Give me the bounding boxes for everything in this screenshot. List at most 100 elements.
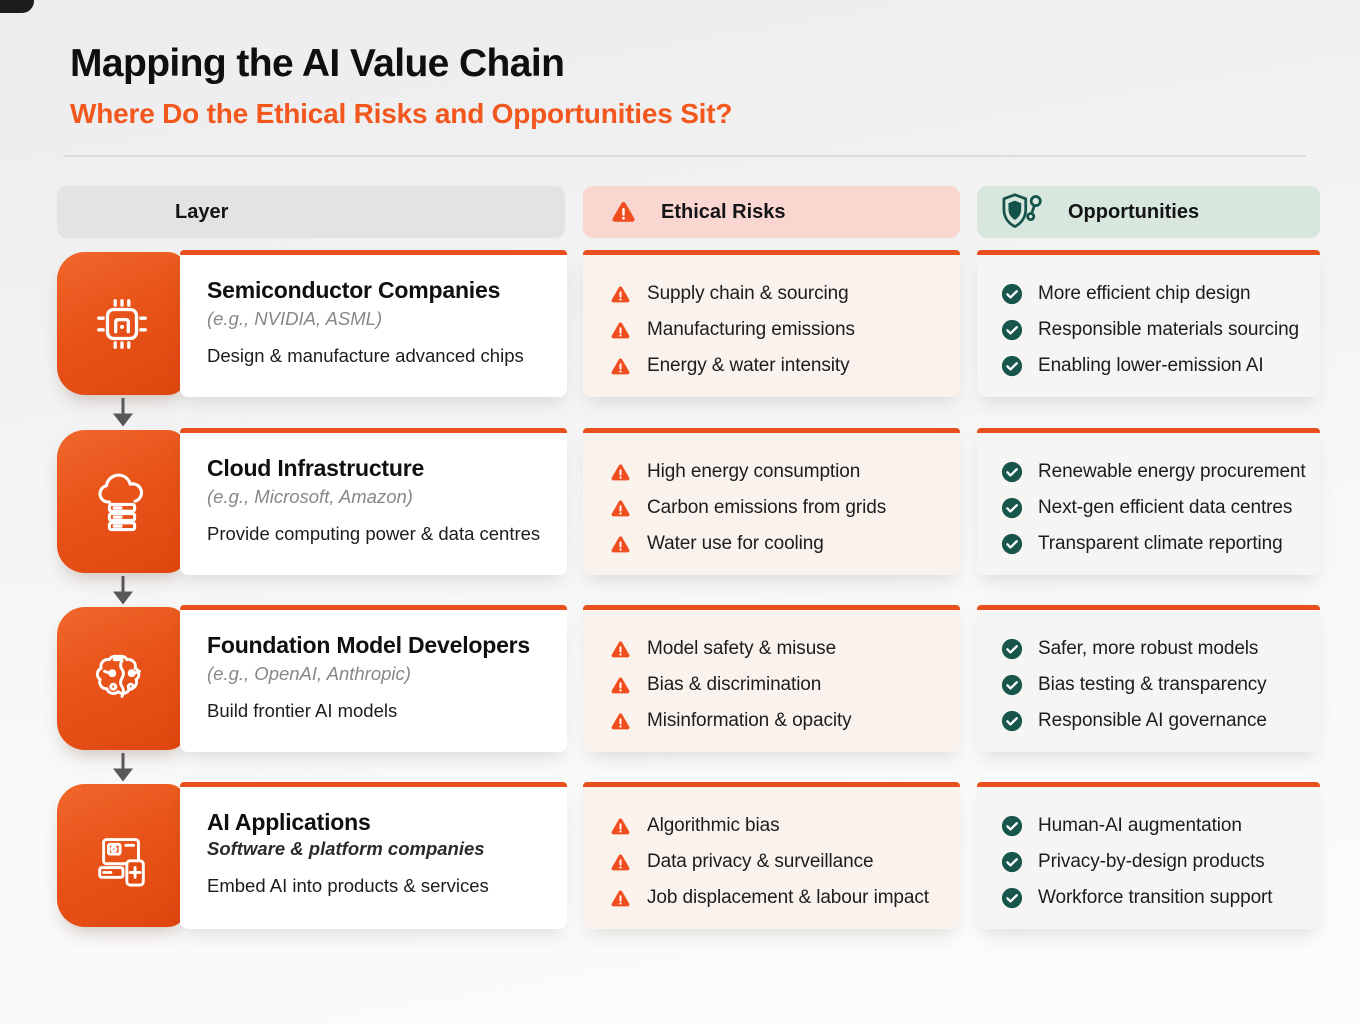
opportunity-label: Transparent climate reporting: [1038, 533, 1283, 554]
risks-header-label: Ethical Risks: [661, 200, 786, 223]
opportunity-label: Enabling lower-emission AI: [1038, 355, 1264, 376]
opportunity-item: Workforce transition support: [977, 880, 1320, 916]
opportunity-label: Responsible materials sourcing: [1038, 319, 1300, 340]
layer-icon-box: [57, 607, 186, 750]
opportunity-item: Enabling lower-emission AI: [977, 348, 1320, 384]
risk-item: Model safety & misuse: [583, 631, 960, 667]
opportunity-item: Responsible materials sourcing: [977, 312, 1320, 348]
warning-triangle-icon: [610, 534, 631, 555]
down-arrow-icon: [110, 753, 136, 782]
risk-label: Supply chain & sourcing: [647, 283, 849, 304]
warning-triangle-icon: [610, 199, 637, 225]
layer-card: Semiconductor Companies (e.g., NVIDIA, A…: [180, 250, 567, 397]
opportunities-header-label: Opportunities: [1068, 200, 1200, 223]
check-circle-icon: [1001, 533, 1023, 555]
warning-triangle-icon: [610, 816, 631, 837]
value-chain-row-semiconductors: Semiconductor Companies (e.g., NVIDIA, A…: [0, 250, 1360, 397]
warning-triangle-icon: [610, 639, 631, 660]
corner-decoration: [0, 0, 34, 13]
check-circle-icon: [1001, 461, 1023, 483]
opportunity-label: Human-AI augmentation: [1038, 815, 1242, 836]
check-circle-icon: [1001, 319, 1023, 341]
risk-item: High energy consumption: [583, 454, 960, 490]
opportunity-label: More efficient chip design: [1038, 283, 1251, 304]
warning-triangle-icon: [610, 711, 631, 732]
risk-item: Data privacy & surveillance: [583, 844, 960, 880]
risk-label: High energy consumption: [647, 461, 861, 482]
opportunity-label: Next-gen efficient data centres: [1038, 497, 1293, 518]
warning-triangle-icon: [610, 356, 631, 377]
opportunity-label: Privacy-by-design products: [1038, 851, 1265, 872]
layer-description: Design & manufacture advanced chips: [207, 345, 524, 366]
layer-card: AI Applications Software & platform comp…: [180, 782, 567, 929]
opportunity-item: Human-AI augmentation: [977, 808, 1320, 844]
opportunity-label: Responsible AI governance: [1038, 710, 1267, 731]
opportunity-item: Bias testing & transparency: [977, 667, 1320, 703]
opportunities-card: Human-AI augmentation Privacy-by-design …: [977, 782, 1320, 929]
layer-icon-box: [57, 430, 186, 573]
down-arrow-icon: [110, 576, 136, 605]
value-chain-row-foundation-models: Foundation Model Developers (e.g., OpenA…: [0, 605, 1360, 752]
risk-label: Misinformation & opacity: [647, 710, 852, 731]
risk-label: Water use for cooling: [647, 533, 824, 554]
opportunity-label: Renewable energy procurement: [1038, 461, 1306, 482]
risks-card: Supply chain & sourcing Manufacturing em…: [583, 250, 960, 397]
check-circle-icon: [1001, 638, 1023, 660]
risk-label: Data privacy & surveillance: [647, 851, 874, 872]
value-chain-row-cloud: Cloud Infrastructure (e.g., Microsoft, A…: [0, 428, 1360, 575]
risk-label: Algorithmic bias: [647, 815, 780, 836]
risk-item: Water use for cooling: [583, 526, 960, 562]
column-header-ethical-risks: Ethical Risks: [583, 186, 960, 238]
check-circle-icon: [1001, 674, 1023, 696]
risks-card: High energy consumption Carbon emissions…: [583, 428, 960, 575]
layer-description: Embed AI into products & services: [207, 875, 489, 896]
opportunity-item: Next-gen efficient data centres: [977, 490, 1320, 526]
opportunity-item: Responsible AI governance: [977, 703, 1320, 739]
layer-description: Provide computing power & data centres: [207, 523, 541, 544]
warning-triangle-icon: [610, 320, 631, 341]
opportunity-label: Bias testing & transparency: [1038, 674, 1267, 695]
layer-card: Cloud Infrastructure (e.g., Microsoft, A…: [180, 428, 567, 575]
column-header-layer: Layer: [57, 186, 565, 238]
layer-title: AI Applications: [207, 809, 371, 835]
warning-triangle-icon: [610, 675, 631, 696]
value-chain-row-ai-applications: AI Applications Software & platform comp…: [0, 782, 1360, 929]
opportunity-item: Transparent climate reporting: [977, 526, 1320, 562]
layer-header-label: Layer: [175, 200, 229, 223]
risks-card: Model safety & misuse Bias & discriminat…: [583, 605, 960, 752]
risk-item: Carbon emissions from grids: [583, 490, 960, 526]
warning-triangle-icon: [610, 852, 631, 873]
opportunities-card: Renewable energy procurement Next-gen ef…: [977, 428, 1320, 575]
layer-icon-box: [57, 252, 186, 395]
opportunities-card: More efficient chip design Responsible m…: [977, 250, 1320, 397]
layer-title: Foundation Model Developers: [207, 632, 531, 658]
opportunity-item: More efficient chip design: [977, 276, 1320, 312]
check-circle-icon: [1001, 710, 1023, 732]
check-circle-icon: [1001, 355, 1023, 377]
layer-title: Semiconductor Companies: [207, 277, 501, 303]
opportunity-label: Workforce transition support: [1038, 887, 1273, 908]
risk-item: Algorithmic bias: [583, 808, 960, 844]
layer-card: Foundation Model Developers (e.g., OpenA…: [180, 605, 567, 752]
risk-label: Job displacement & labour impact: [647, 887, 929, 908]
warning-triangle-icon: [610, 284, 631, 305]
opportunity-item: Renewable energy procurement: [977, 454, 1320, 490]
risk-label: Energy & water intensity: [647, 355, 850, 376]
risk-item: Misinformation & opacity: [583, 703, 960, 739]
risks-card: Algorithmic bias Data privacy & surveill…: [583, 782, 960, 929]
cloud-server-icon: [91, 471, 153, 533]
opportunity-item: Safer, more robust models: [977, 631, 1320, 667]
layer-example: Software & platform companies: [207, 838, 485, 859]
warning-triangle-icon: [610, 888, 631, 909]
risk-item: Energy & water intensity: [583, 348, 960, 384]
risk-label: Model safety & misuse: [647, 638, 837, 659]
risk-label: Manufacturing emissions: [647, 319, 855, 340]
opportunities-card: Safer, more robust models Bias testing &…: [977, 605, 1320, 752]
warning-triangle-icon: [610, 462, 631, 483]
brain-icon: [91, 648, 153, 710]
page-title: Mapping the AI Value Chain: [70, 42, 565, 85]
chip-icon: [91, 293, 153, 355]
down-arrow-icon: [110, 398, 136, 427]
devices-icon: [91, 825, 153, 887]
check-circle-icon: [1001, 851, 1023, 873]
